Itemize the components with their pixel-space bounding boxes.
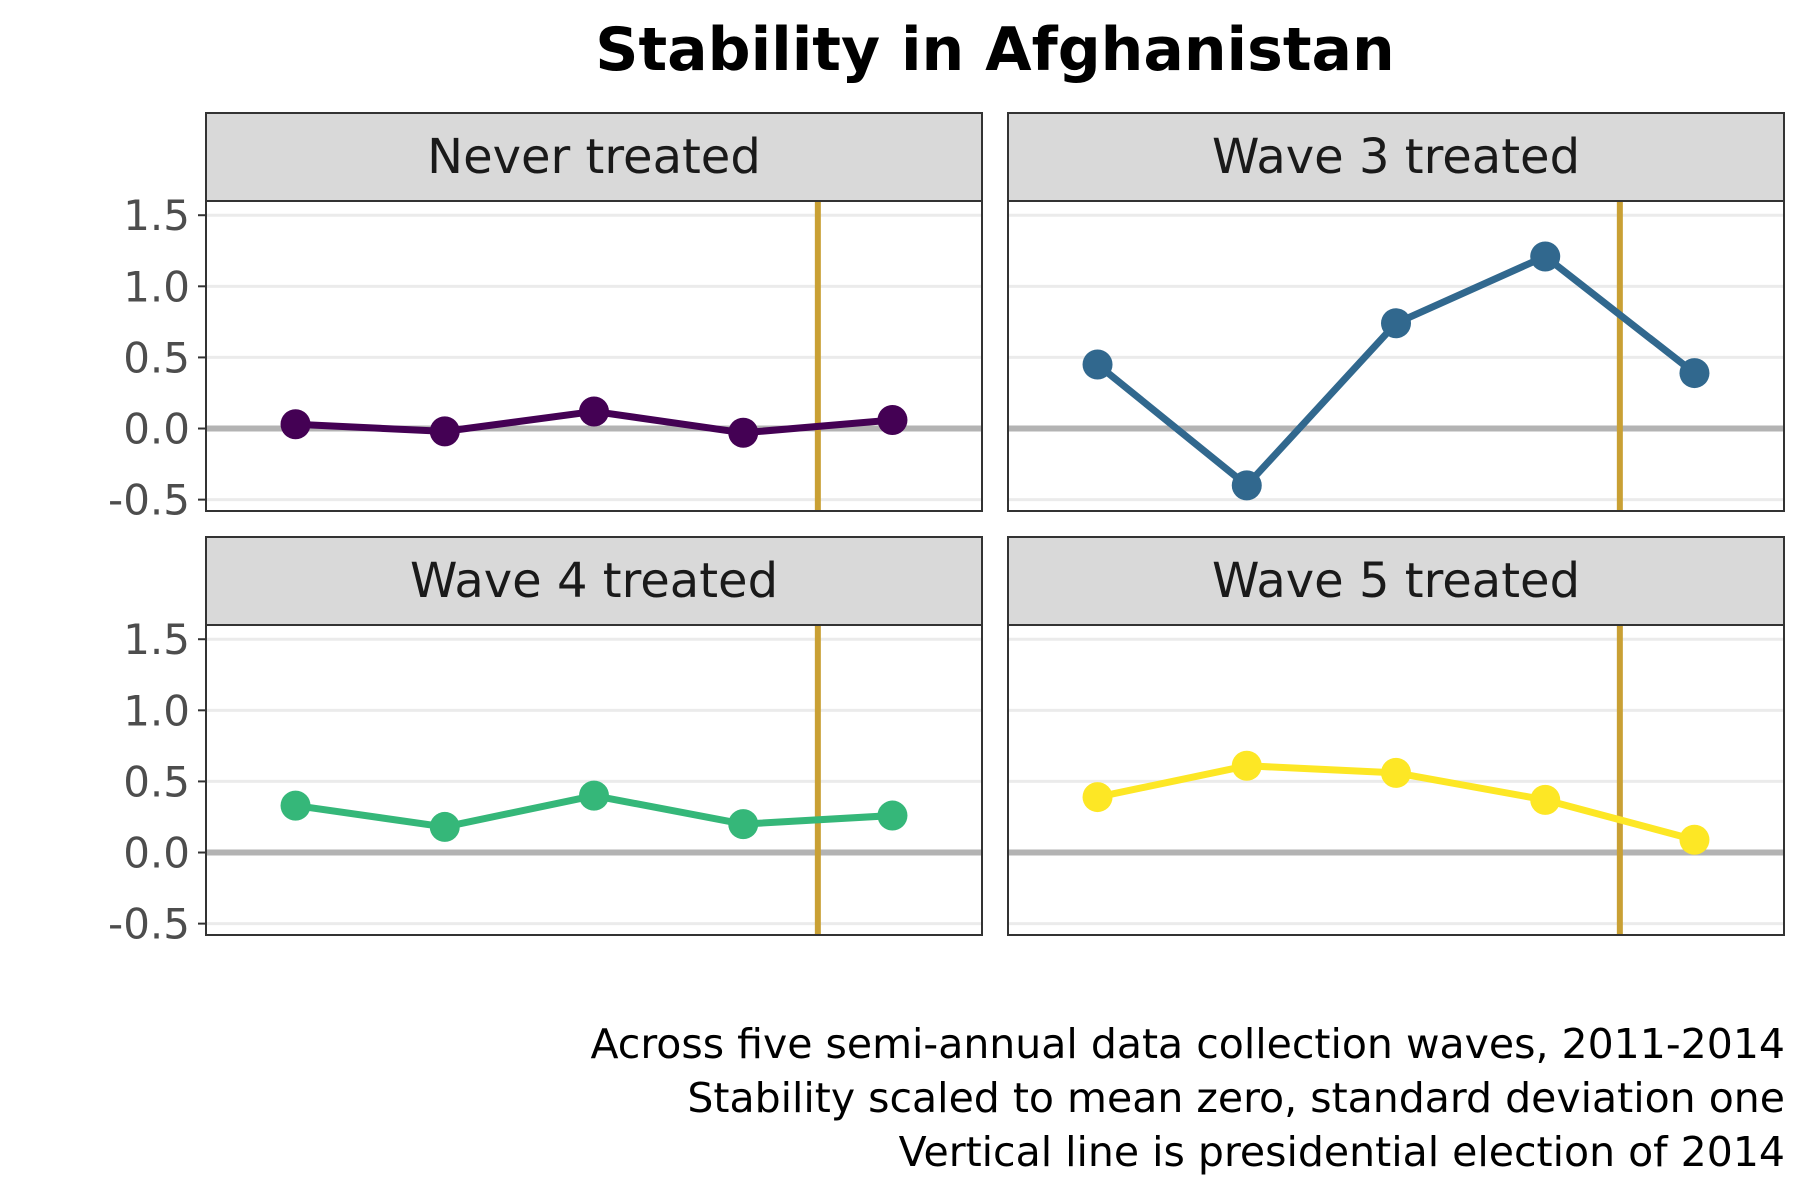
y-tick-label: 1.5	[123, 191, 190, 240]
data-point	[1231, 470, 1262, 501]
data-point	[1381, 308, 1411, 339]
panel-border	[1007, 200, 1785, 512]
facet-strip	[1007, 112, 1785, 202]
data-point	[877, 404, 908, 435]
data-point	[1082, 782, 1113, 813]
data-point	[1530, 241, 1561, 272]
data-point	[728, 417, 759, 448]
y-tick-label: -0.5	[108, 900, 190, 949]
data-point	[728, 809, 759, 840]
y-tick-label: 0.0	[123, 405, 190, 454]
data-point	[1231, 750, 1262, 781]
y-tick-label: 0.0	[123, 829, 190, 878]
data-point	[429, 811, 460, 842]
y-tick-label: -0.5	[108, 476, 190, 525]
data-point	[429, 416, 460, 447]
facet-strip-label: Never treated	[427, 129, 761, 185]
chart-caption: Across five semi-annual data collection …	[590, 1020, 1785, 1176]
facet-strip-label: Wave 4 treated	[410, 553, 778, 609]
facet-panels: Never treated -0.5 0.0 0.5 1.0 1.5 Wave 3 trea…	[108, 112, 1785, 949]
data-point	[579, 396, 609, 427]
facet-never-treated: Never treated -0.5 0.0 0.5 1.0 1.5	[108, 112, 983, 525]
data-point	[1082, 349, 1113, 380]
y-tick-label: 0.5	[123, 333, 190, 382]
data-point	[280, 790, 311, 821]
y-tick-label: 1.0	[123, 686, 190, 735]
facet-wave-4-treated: Wave 4 treated -0.5 0.0 0.5 1.0 1.5	[108, 536, 983, 949]
facet-strip-label: Wave 3 treated	[1212, 129, 1580, 185]
caption-line-3: Vertical line is presidential election o…	[899, 1128, 1785, 1176]
facet-wave-3-treated: Wave 3 treated	[1007, 112, 1785, 512]
panel-border	[1007, 624, 1785, 936]
facet-strip	[205, 536, 983, 626]
facet-wave-5-treated: Wave 5 treated	[1007, 536, 1785, 936]
data-point	[1679, 358, 1710, 389]
panel-border	[205, 200, 983, 512]
data-point	[1530, 784, 1561, 815]
facet-strip	[205, 112, 983, 202]
y-tick-label: 1.5	[123, 615, 190, 664]
chart-title: Stability in Afghanistan	[595, 15, 1394, 85]
data-point	[877, 800, 908, 831]
facet-strip-label: Wave 5 treated	[1212, 553, 1580, 609]
y-tick-label: 1.0	[123, 262, 190, 311]
caption-line-2: Stability scaled to mean zero, standard …	[687, 1074, 1785, 1122]
data-point	[1679, 824, 1710, 855]
data-point	[280, 409, 311, 440]
y-tick-label: 0.5	[123, 757, 190, 806]
caption-line-1: Across five semi-annual data collection …	[590, 1020, 1785, 1068]
panel-border	[205, 624, 983, 936]
data-point	[579, 780, 609, 811]
data-point	[1381, 757, 1411, 788]
